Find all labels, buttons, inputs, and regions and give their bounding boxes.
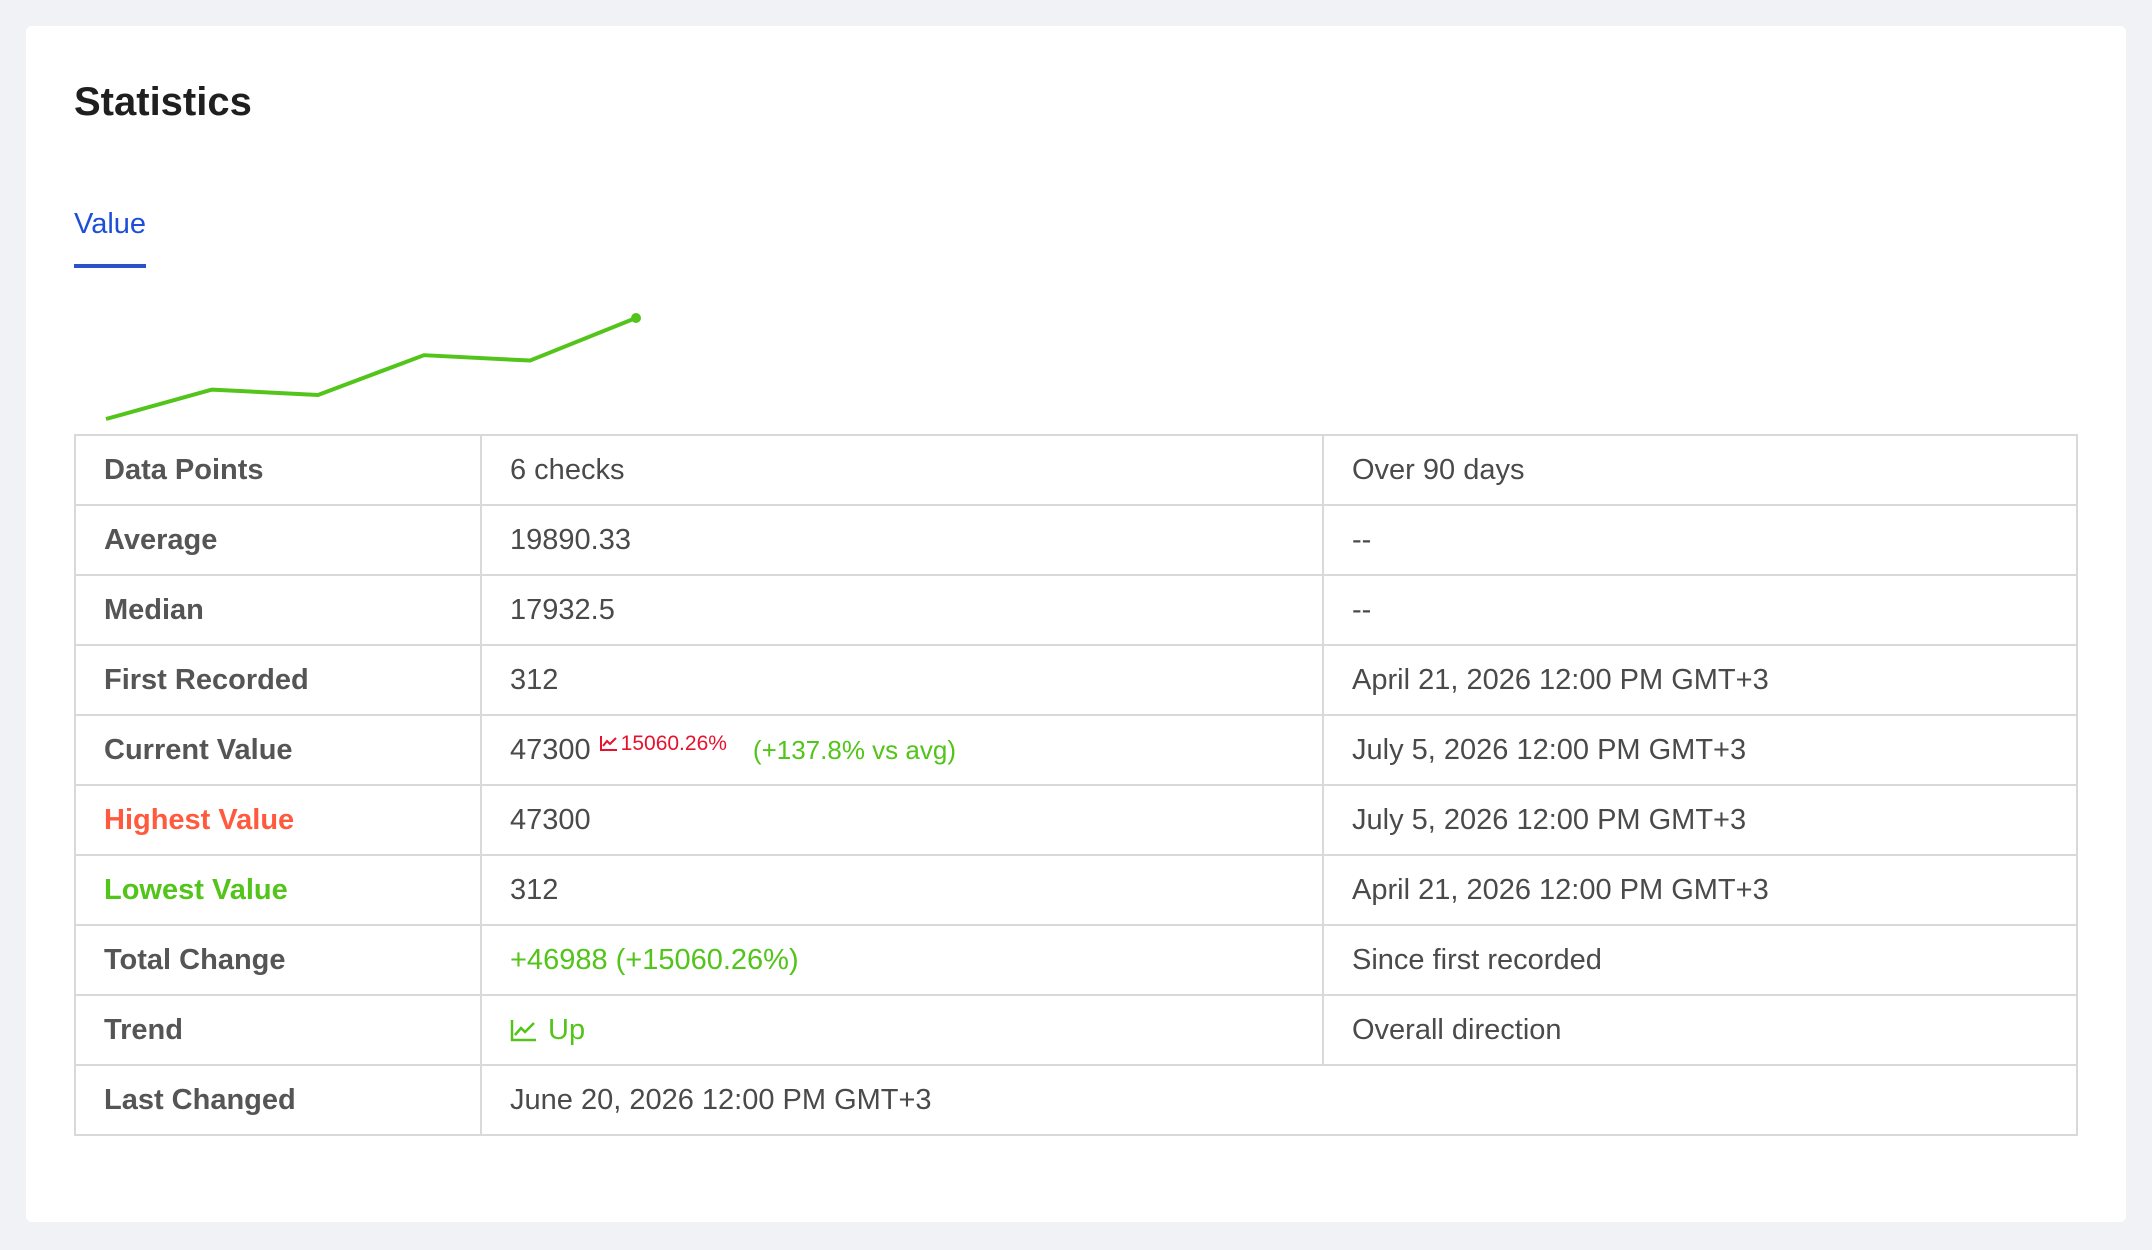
row-extra-highest-value: July 5, 2026 12:00 PM GMT+3 [1322,784,2078,856]
row-extra-average: -- [1322,504,2078,576]
rise-icon [599,736,617,751]
sparkline-series-line [105,316,637,421]
row-extra-data-points: Over 90 days [1322,434,2078,506]
table-row: Data Points 6 checks Over 90 days [74,434,2078,506]
table-row: First Recorded 312 April 21, 2026 12:00 … [74,644,2078,716]
statistics-card: Statistics Value Data Points 6 checks Ov… [26,26,2126,1222]
table-row: Average 19890.33 -- [74,504,2078,576]
table-row: Current Value 47300 15060.26% (+137.8% vs … [74,714,2078,786]
row-label-highest-value: Highest Value [74,784,482,856]
vs-average-text: (+137.8% vs avg) [752,735,956,765]
table-row: Last Changed June 20, 2026 12:00 PM GMT+… [74,1064,2078,1136]
row-value-total-change: +46988 (+15060.26%) [480,924,1324,996]
line-chart-icon [510,1020,536,1042]
trend-text: Up [548,1014,586,1046]
row-extra-lowest-value: April 21, 2026 12:00 PM GMT+3 [1322,854,2078,926]
row-extra-total-change: Since first recorded [1322,924,2078,996]
row-label-current-value: Current Value [74,714,482,786]
row-extra-trend: Overall direction [1322,994,2078,1066]
current-value-number: 47300 [510,734,591,766]
table-row: Highest Value 47300 July 5, 2026 12:00 P… [74,784,2078,856]
row-label-last-changed: Last Changed [74,1064,482,1136]
row-label-total-change: Total Change [74,924,482,996]
row-extra-current-value: July 5, 2026 12:00 PM GMT+3 [1322,714,2078,786]
row-label-trend: Trend [74,994,482,1066]
table-row: Total Change +46988 (+15060.26%) Since f… [74,924,2078,996]
row-value-lowest-value: 312 [480,854,1324,926]
statistics-table: Data Points 6 checks Over 90 days Averag… [74,434,2078,1136]
page-title: Statistics [74,80,252,124]
row-label-lowest-value: Lowest Value [74,854,482,926]
table-row: Trend Up Overall direction [74,994,2078,1066]
row-value-trend: Up [480,994,1324,1066]
row-value-median: 17932.5 [480,574,1324,646]
table-row: Median 17932.5 -- [74,574,2078,646]
row-value-last-changed: June 20, 2026 12:00 PM GMT+3 [480,1064,2078,1136]
tab-value[interactable]: Value [74,206,147,268]
row-label-data-points: Data Points [74,434,482,506]
row-label-first-recorded: First Recorded [74,644,482,716]
row-label-median: Median [74,574,482,646]
change-badge-text: 15060.26% [620,732,727,755]
row-value-first-recorded: 312 [480,644,1324,716]
value-sparkline-chart [105,313,641,421]
row-extra-first-recorded: April 21, 2026 12:00 PM GMT+3 [1322,644,2078,716]
row-value-average: 19890.33 [480,504,1324,576]
row-value-current-value: 47300 15060.26% (+137.8% vs avg) [480,714,1324,786]
row-label-average: Average [74,504,482,576]
table-row: Lowest Value 312 April 21, 2026 12:00 PM… [74,854,2078,926]
row-value-data-points: 6 checks [480,434,1324,506]
row-value-highest-value: 47300 [480,784,1324,856]
change-badge: 15060.26% [599,726,727,762]
tab-bar: Value [74,206,147,286]
row-extra-median: -- [1322,574,2078,646]
sparkline-last-point [631,313,641,323]
